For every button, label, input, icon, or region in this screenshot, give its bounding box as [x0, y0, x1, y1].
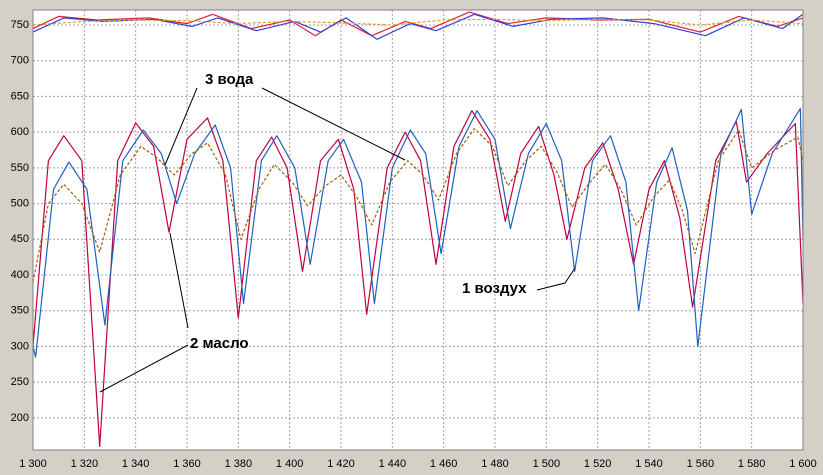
series-line — [32, 11, 804, 37]
x-tick-label: 1 300 — [19, 458, 47, 470]
y-tick-label: 200 — [11, 412, 29, 424]
annotation: 1 воздух — [462, 280, 527, 297]
series-line — [32, 13, 804, 40]
x-tick-label: 1 440 — [379, 458, 407, 470]
lines — [32, 11, 804, 447]
y-tick-label: 450 — [11, 233, 29, 245]
y-tick-label: 500 — [11, 197, 29, 209]
leader-line — [169, 232, 189, 329]
x-tick-label: 1 360 — [173, 458, 201, 470]
x-tick-label: 1 320 — [71, 458, 99, 470]
leader-line — [261, 87, 406, 161]
series-line — [32, 108, 804, 358]
y-tick-label: 700 — [11, 55, 29, 67]
x-tick-label: 1 600 — [789, 458, 817, 470]
leader-line — [99, 344, 189, 393]
leader-line — [164, 87, 198, 166]
x-tick-label: 1 580 — [738, 458, 766, 470]
y-tick-label: 600 — [11, 126, 29, 138]
y-tick-label: 750 — [11, 19, 29, 31]
x-tick-label: 1 460 — [430, 458, 458, 470]
y-tick-label: 350 — [11, 305, 29, 317]
plot-area — [33, 10, 803, 450]
series-line — [32, 18, 804, 26]
plot-border — [32, 9, 804, 451]
y-tick-label: 250 — [11, 376, 29, 388]
leader-line — [536, 267, 576, 291]
x-tick-label: 1 500 — [533, 458, 561, 470]
x-tick-label: 1 400 — [276, 458, 304, 470]
x-tick-label: 1 420 — [327, 458, 355, 470]
y-tick-label: 300 — [11, 340, 29, 352]
x-tick-label: 1 520 — [584, 458, 612, 470]
x-tick-label: 1 540 — [635, 458, 663, 470]
x-tick-label: 1 340 — [122, 458, 150, 470]
x-tick-label: 1 380 — [225, 458, 253, 470]
series-line — [32, 128, 804, 283]
x-tick-label: 1 480 — [481, 458, 509, 470]
y-tick-label: 400 — [11, 269, 29, 281]
y-tick-label: 550 — [11, 162, 29, 174]
series-line — [32, 110, 804, 447]
x-tick-label: 1 560 — [687, 458, 715, 470]
annotation: 2 масло — [190, 335, 249, 352]
annotation: 3 вода — [205, 71, 254, 88]
y-tick-label: 650 — [11, 90, 29, 102]
